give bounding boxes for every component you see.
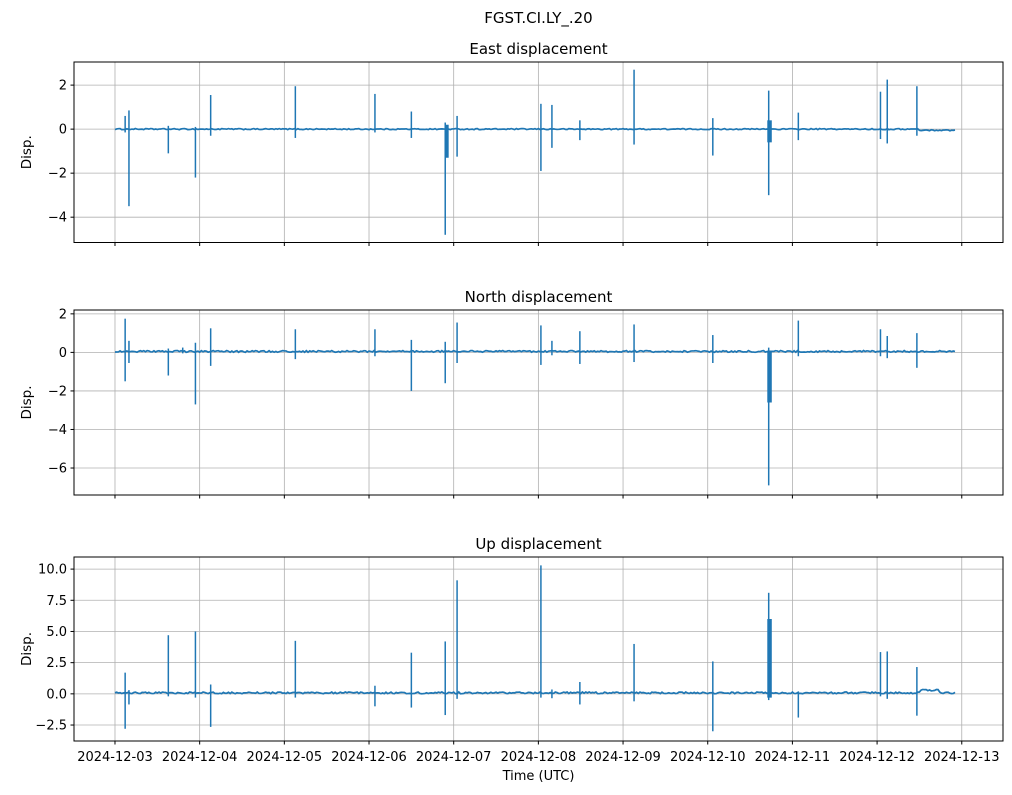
y-tick-label: 2.5 (46, 656, 67, 671)
subplot-up-displacement: 10.0 7.5 5.0 2.5 0.0 −2.5 Up displacement Disp. (19, 535, 1004, 745)
subplot-title: North displacement (465, 288, 613, 306)
y-tick-label: 2 (59, 79, 67, 94)
data-series-line (114, 688, 956, 695)
y-tick-label: −2 (48, 384, 67, 399)
x-tick-label: 2024-12-09 (585, 750, 661, 765)
subplot-east-displacement: 2 0 −2 −4 East displacement Disp. (19, 40, 1004, 246)
x-tick-label: 2024-12-05 (247, 750, 323, 765)
x-tick-label: 2024-12-13 (924, 750, 1000, 765)
x-tick-label: 2024-12-10 (670, 750, 746, 765)
subplot-title: Up displacement (475, 535, 601, 553)
x-tick-labels: 2024-12-03 2024-12-04 2024-12-05 2024-12-06… (77, 750, 999, 765)
y-tick-label: 2 (59, 307, 67, 322)
y-tick-label: 0.0 (46, 687, 67, 702)
y-tick-label: −2.5 (35, 719, 67, 734)
x-tick-label: 2024-12-06 (331, 750, 407, 765)
y-axis-title: Disp. (19, 632, 35, 666)
subplot-north-displacement: 2 0 −2 −4 −6 North displacement Disp. (19, 288, 1004, 499)
x-tick-label: 2024-12-03 (77, 750, 153, 765)
y-tick-label: 10.0 (38, 563, 67, 578)
figure-suptitle: FGST.CI.LY_.20 (484, 9, 593, 27)
y-tick-label: −4 (48, 211, 67, 226)
data-series-line (114, 349, 956, 354)
y-tick-label: −4 (48, 423, 67, 438)
y-tick-label: −6 (48, 462, 67, 477)
y-tick-label: 0 (59, 346, 67, 361)
x-tick-label: 2024-12-08 (501, 750, 577, 765)
x-tick-label: 2024-12-12 (839, 750, 915, 765)
x-tick-label: 2024-12-04 (162, 750, 238, 765)
x-axis-label: Time (UTC) (502, 769, 575, 784)
y-tick-label: 5.0 (46, 625, 67, 640)
y-tick-label: −2 (48, 167, 67, 182)
x-tick-label: 2024-12-11 (755, 750, 831, 765)
x-tick-label: 2024-12-07 (416, 750, 492, 765)
y-tick-label: 7.5 (46, 594, 67, 609)
subplot-title: East displacement (469, 40, 607, 58)
y-axis-title: Disp. (19, 385, 35, 419)
y-axis-title: Disp. (19, 135, 35, 169)
data-series-line (114, 127, 956, 132)
y-tick-label: 0 (59, 123, 67, 138)
